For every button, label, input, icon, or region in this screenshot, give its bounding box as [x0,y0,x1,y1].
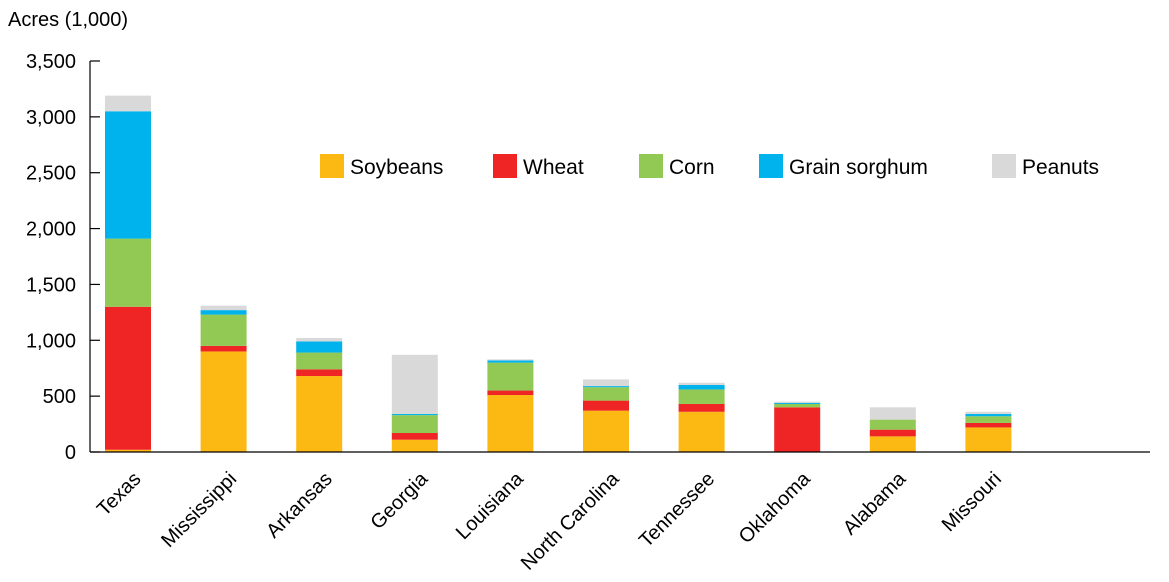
bar-segment [487,395,534,452]
legend: Soybeans Wheat Corn Grain sorghum Peanuts [320,154,1099,179]
bar-segment [678,403,725,412]
x-tick-label: Texas [93,468,146,521]
legend-label: Peanuts [1022,156,1099,179]
bar-segment [583,410,629,452]
legend-swatch [759,154,783,178]
bar-segment [296,376,343,452]
x-axis: Texas Mississippi Arkansas Georgia Louisiana… [90,451,1150,575]
y-tick-label: 500 [43,386,76,408]
bar-segment [391,354,438,415]
bar-segment [200,314,247,346]
legend-label: Corn [669,156,715,179]
bar-segment [391,439,438,452]
bar-segment [965,414,1012,417]
bar-segment [583,379,629,387]
x-tick-label: Tennessee [635,468,719,552]
bar-segment [391,414,438,416]
bar-segment [965,411,1012,415]
bars [105,95,1012,452]
legend-swatch [639,154,663,178]
bar-segment [105,111,151,239]
bar-segment [678,389,725,404]
y-tick-label: 3,500 [26,51,76,73]
bar-segment [678,384,725,390]
bar-segment [487,359,534,361]
bar-segment [105,306,151,450]
y-tick-label: 2,500 [26,163,76,185]
legend-swatch [320,154,344,178]
x-tick-label: Missouri [938,468,1006,536]
x-tick-label: Mississippi [157,468,241,552]
bar-segment [774,407,821,452]
y-tick-label: 1,000 [26,330,76,352]
x-tick-label: Alabama [839,467,911,539]
legend-swatch [493,154,517,178]
bar-segment [487,390,534,396]
bar-segment [200,310,247,315]
legend-label: Wheat [523,156,584,179]
bar-segment [774,401,821,403]
bar-segment [105,95,151,112]
bar-segment [965,427,1012,452]
bar-segment [391,433,438,440]
bar-segment [869,436,916,452]
bar-segment [487,360,534,363]
bar-segment [200,345,247,352]
y-tick-label: 2,000 [26,219,76,241]
bar-segment [678,411,725,452]
x-tick-label: Georgia [366,467,432,533]
bar-segment [487,362,534,391]
legend-swatch [992,154,1016,178]
y-tick-label: 3,000 [26,107,76,129]
bar-segment [869,429,916,437]
bar-segment [105,449,151,452]
bar-segment [774,403,821,408]
x-tick-label: Arkansas [262,468,337,543]
bar-segment [678,382,725,385]
bar-segment [200,351,247,452]
bar-segment [583,386,629,388]
legend-label: Grain sorghum [789,156,928,179]
bar-segment [296,352,343,370]
bar-segment [296,338,343,342]
y-axis-label: Acres (1,000) [8,9,128,31]
bar-segment [296,341,343,353]
bar-segment [965,422,1012,428]
y-axis: 0 500 1,000 1,500 2,000 2,500 3,000 3,500 [26,51,100,464]
bar-segment [583,387,629,401]
bar-segment [296,369,343,377]
bar-segment [105,238,151,307]
bar-segment [200,305,247,311]
y-tick-label: 0 [65,442,76,464]
legend-label: Soybeans [350,156,443,179]
bar-segment [869,407,916,420]
x-tick-label: Oklahoma [735,467,816,548]
bar-segment [774,402,821,404]
bar-segment [965,416,1012,423]
y-tick-label: 1,500 [26,274,76,296]
bar-segment [391,415,438,434]
x-tick-label: North Carolina [517,467,624,574]
bar-segment [869,419,916,430]
bar-segment [583,400,629,411]
x-tick-label: Louisiana [452,467,529,544]
